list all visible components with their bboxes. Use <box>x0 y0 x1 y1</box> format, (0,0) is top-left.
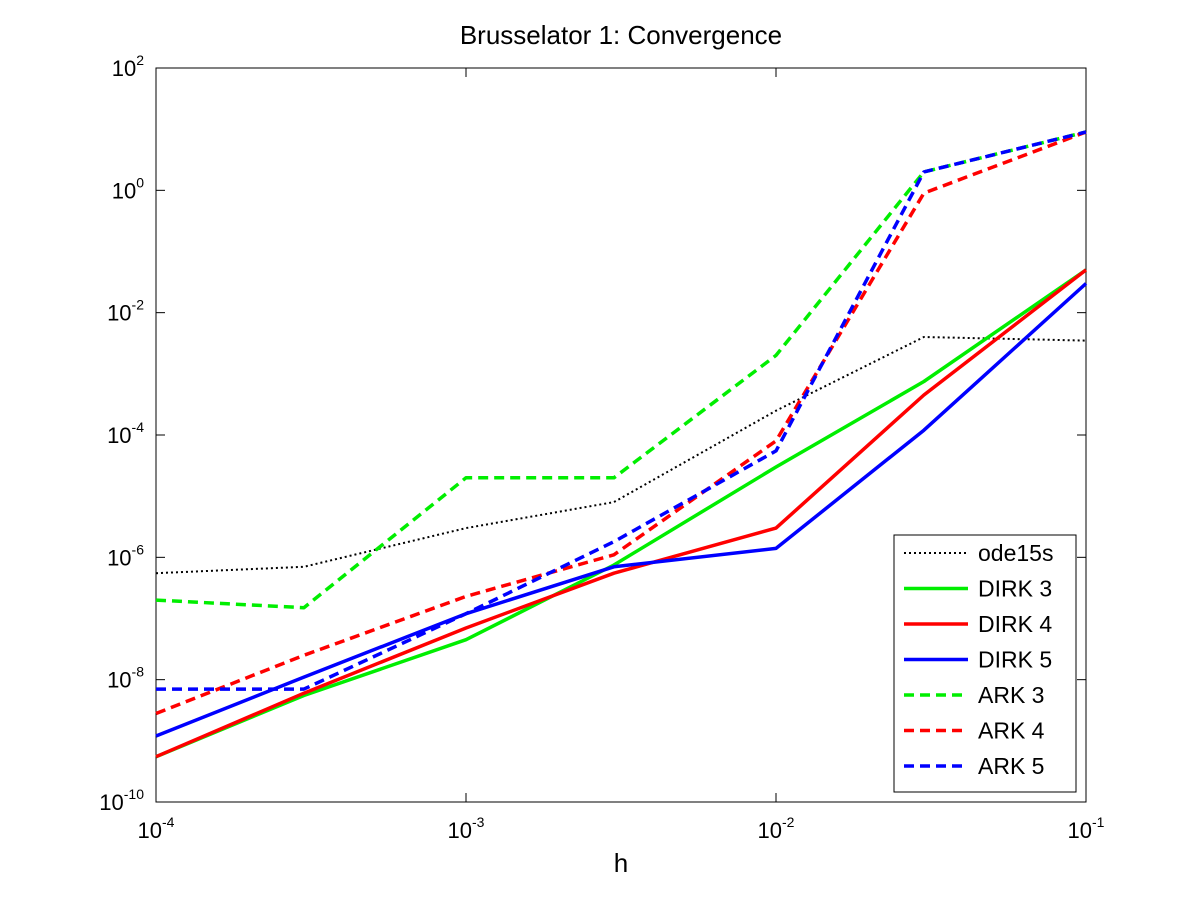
y-tick-label-4: 10-2 <box>107 297 144 326</box>
chart-title: Brusselator 1: Convergence <box>460 20 782 50</box>
y-tick-label-3: 10-4 <box>107 419 144 448</box>
x-tick-label-0: 10-4 <box>138 814 175 843</box>
y-tick-label-0: 10-10 <box>99 786 144 815</box>
legend-label-6: ARK 5 <box>978 753 1044 779</box>
legend: ode15s DIRK 3 DIRK 4 DIRK 5 ARK 3 ARK 4 ARK 5 <box>893 534 1077 793</box>
legend-label-2: DIRK 4 <box>978 611 1052 637</box>
legend-label-1: DIRK 3 <box>978 576 1052 602</box>
x-tick-label-1: 10-3 <box>448 814 485 843</box>
series-line-ark-3 <box>155 130 1087 610</box>
legend-label-5: ARK 4 <box>978 718 1045 744</box>
y-tick-label-1: 10-8 <box>107 664 144 693</box>
legend-label-3: DIRK 5 <box>978 647 1052 673</box>
x-axis-label: h <box>614 848 628 878</box>
legend-label-0: ode15s <box>978 540 1053 566</box>
x-tick-label-2: 10-2 <box>758 814 795 843</box>
series-line-ark-5 <box>156 130 1087 691</box>
y-tick-label-2: 10-6 <box>107 541 144 570</box>
y-tick-label-6: 102 <box>112 52 144 81</box>
legend-box <box>893 534 1077 793</box>
series-lines <box>155 130 1088 759</box>
axis-ticks <box>155 67 1087 803</box>
axis-tick-labels: 10-4 10-3 10-2 10-1 10-10 10-8 10-6 10-4 10-2 100… <box>99 52 1104 843</box>
x-tick-label-3: 10-1 <box>1068 814 1105 843</box>
y-tick-label-5: 100 <box>112 174 144 203</box>
series-line-ode15s <box>155 336 1087 575</box>
legend-label-4: ARK 3 <box>978 682 1044 708</box>
series-line-dirk-4 <box>155 268 1088 759</box>
series-line-dirk-5 <box>155 282 1088 738</box>
series-line-dirk-3 <box>155 268 1087 759</box>
series-line-ark-4 <box>155 130 1087 716</box>
